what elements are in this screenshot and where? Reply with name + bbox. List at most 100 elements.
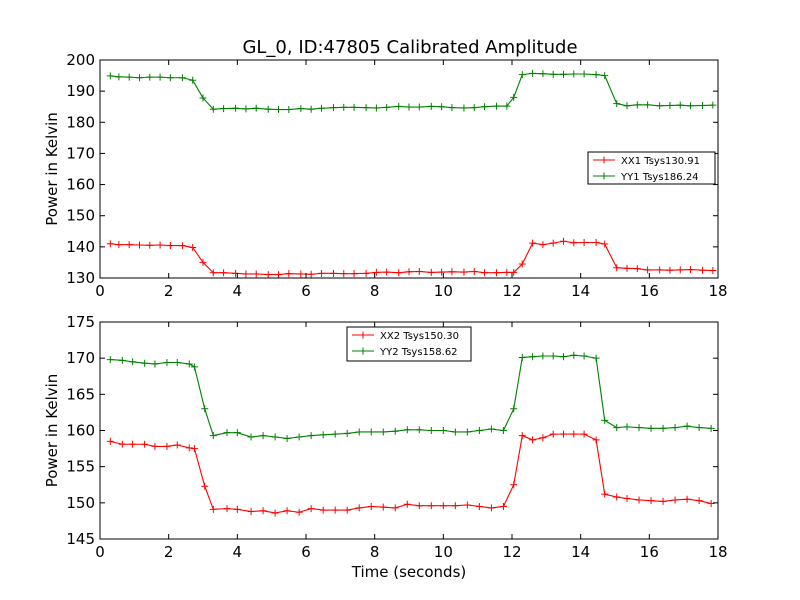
data-point (146, 73, 154, 81)
y-tick-label: 190 (66, 82, 95, 100)
data-point (362, 269, 370, 277)
data-point (709, 267, 717, 275)
y-tick-label: 150 (66, 207, 95, 225)
data-point (307, 505, 315, 513)
data-point (580, 238, 588, 246)
data-point (699, 266, 707, 274)
data-point (275, 106, 283, 114)
data-point (549, 70, 557, 78)
data-point (319, 506, 327, 514)
data-point (623, 102, 631, 110)
data-point (518, 260, 526, 268)
data-point (487, 504, 495, 512)
data-point (173, 359, 181, 367)
data-point (189, 76, 197, 84)
data-point (252, 270, 260, 278)
y-tick-label: 170 (66, 144, 95, 162)
data-point (264, 105, 272, 113)
x-tick-label: 6 (301, 543, 311, 561)
data-point (403, 500, 411, 508)
data-point (707, 500, 715, 508)
data-point (209, 269, 217, 277)
data-point (439, 427, 447, 434)
data-point (613, 424, 621, 432)
data-point (297, 270, 305, 278)
data-point (372, 104, 380, 112)
data-point (395, 102, 403, 110)
data-point (683, 495, 691, 503)
data-point (252, 104, 260, 112)
data-point (355, 428, 363, 436)
chart-title: GL_0, ID:47805 Calibrated Amplitude (242, 37, 577, 58)
data-point (106, 240, 114, 248)
data-point (350, 270, 358, 278)
data-point (481, 269, 489, 277)
x-tick-label: 12 (502, 282, 521, 300)
legend-marker (600, 172, 608, 180)
data-point (297, 105, 305, 113)
legend: XX2 Tsys150.30 YY2 Tsys158.62 (346, 326, 472, 362)
y-tick-label: 180 (66, 113, 95, 131)
data-point (285, 270, 293, 278)
data-point (201, 482, 209, 490)
x-tick-label: 18 (708, 543, 727, 561)
data-point (379, 503, 387, 511)
data-point (613, 100, 621, 108)
data-point (163, 442, 171, 450)
data-point (340, 103, 348, 111)
legend-marker (359, 347, 367, 355)
data-point (644, 266, 652, 274)
data-point (166, 242, 174, 250)
y-tick-label: 155 (66, 458, 95, 476)
data-point (201, 405, 209, 413)
data-point (247, 433, 255, 441)
data-point (671, 424, 679, 432)
data-point (463, 501, 471, 509)
data-point (156, 73, 164, 81)
data-point (156, 241, 164, 249)
data-point (529, 239, 537, 247)
data-point (659, 424, 667, 432)
x-tick-label: 0 (95, 282, 105, 300)
data-point (362, 104, 370, 112)
data-point (307, 105, 315, 113)
data-point (199, 258, 207, 266)
data-point (570, 430, 578, 438)
data-point (451, 502, 459, 510)
data-point (539, 352, 547, 360)
data-point (118, 440, 126, 448)
data-point (623, 494, 631, 502)
series-markers-2 (106, 69, 717, 114)
x-tick-label: 4 (233, 543, 243, 561)
data-point (635, 424, 643, 432)
x-tick-label: 0 (95, 543, 105, 561)
data-point (493, 269, 501, 277)
data-point (343, 429, 351, 437)
legend-label: YY1 Tsys186.24 (620, 172, 699, 183)
x-tick-label: 14 (571, 282, 590, 300)
x-tick-label: 10 (434, 543, 453, 561)
data-point (529, 353, 537, 361)
data-point (173, 441, 181, 449)
data-point (539, 241, 547, 249)
data-point (475, 427, 483, 434)
data-point (439, 502, 447, 510)
data-point (427, 268, 435, 276)
y-tick-label: 160 (66, 422, 95, 440)
data-point (687, 102, 695, 110)
data-point (570, 70, 578, 78)
data-point (233, 429, 241, 437)
data-point (493, 102, 501, 110)
legend-box (346, 326, 472, 362)
data-point (415, 267, 423, 275)
data-point (220, 269, 228, 277)
data-point (647, 424, 655, 432)
data-point (475, 502, 483, 510)
y-tick-label: 150 (66, 494, 95, 512)
data-point (570, 351, 578, 359)
data-point (601, 72, 609, 80)
data-point (242, 105, 250, 113)
data-point (647, 497, 655, 505)
x-tick-label: 2 (164, 543, 174, 561)
data-point (683, 422, 691, 430)
